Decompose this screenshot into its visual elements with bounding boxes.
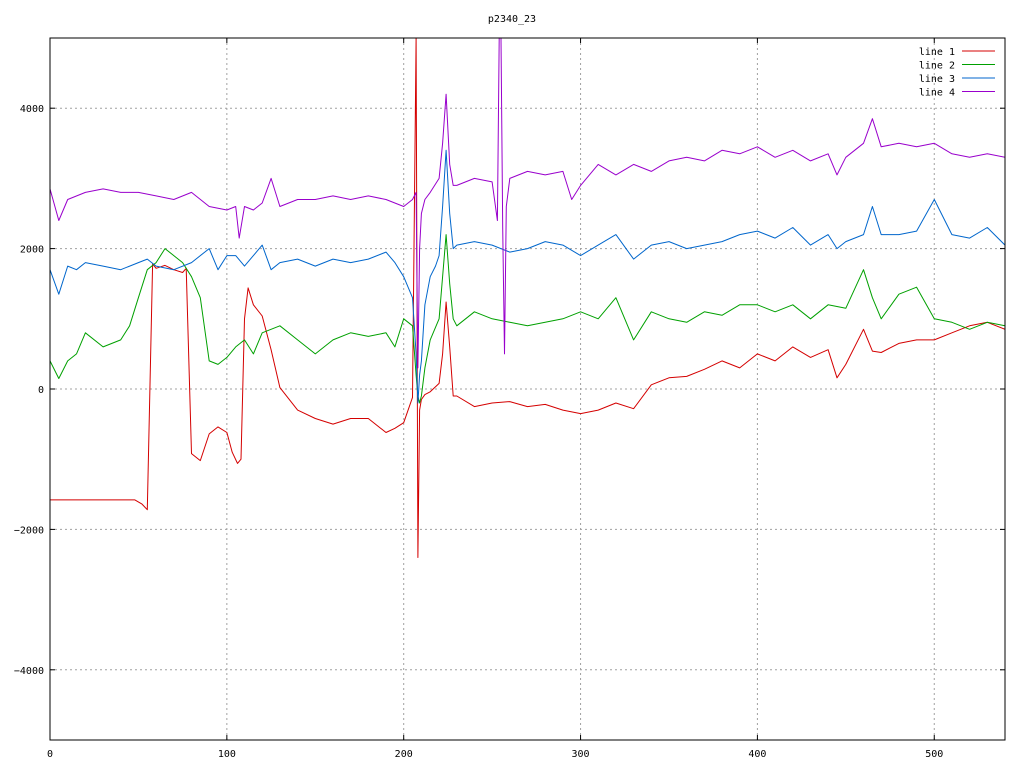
legend-label: line 2 bbox=[919, 61, 955, 72]
chart-title: p2340_23 bbox=[488, 14, 536, 25]
y-tick-label: −4000 bbox=[14, 666, 44, 677]
series-line-2 bbox=[50, 234, 1005, 404]
legend-label: line 1 bbox=[919, 47, 955, 58]
x-tick-label: 300 bbox=[572, 749, 590, 760]
y-tick-label: 2000 bbox=[20, 245, 44, 256]
series-layer bbox=[50, 38, 1005, 558]
x-tick-label: 500 bbox=[925, 749, 943, 760]
x-tick-label: 0 bbox=[47, 749, 53, 760]
legend: line 1 line 2 line 3 line 4 bbox=[919, 47, 995, 99]
series-line-3 bbox=[50, 149, 1005, 404]
y-tick-label: 4000 bbox=[20, 104, 44, 115]
grid bbox=[49, 38, 1005, 740]
tick-labels: 0 100 200 300 400 500 −4000 −2000 0 2000 4000 bbox=[14, 104, 943, 760]
x-tick-label: 200 bbox=[395, 749, 413, 760]
legend-label: line 4 bbox=[919, 88, 955, 99]
x-tick-label: 100 bbox=[218, 749, 236, 760]
x-tick-label: 400 bbox=[748, 749, 766, 760]
legend-label: line 3 bbox=[919, 74, 955, 85]
y-tick-label: −2000 bbox=[14, 525, 44, 536]
series-line-1 bbox=[50, 38, 1005, 558]
plot-frame bbox=[49, 37, 1006, 741]
y-tick-label: 0 bbox=[38, 385, 44, 396]
series-line-4 bbox=[50, 38, 1005, 369]
